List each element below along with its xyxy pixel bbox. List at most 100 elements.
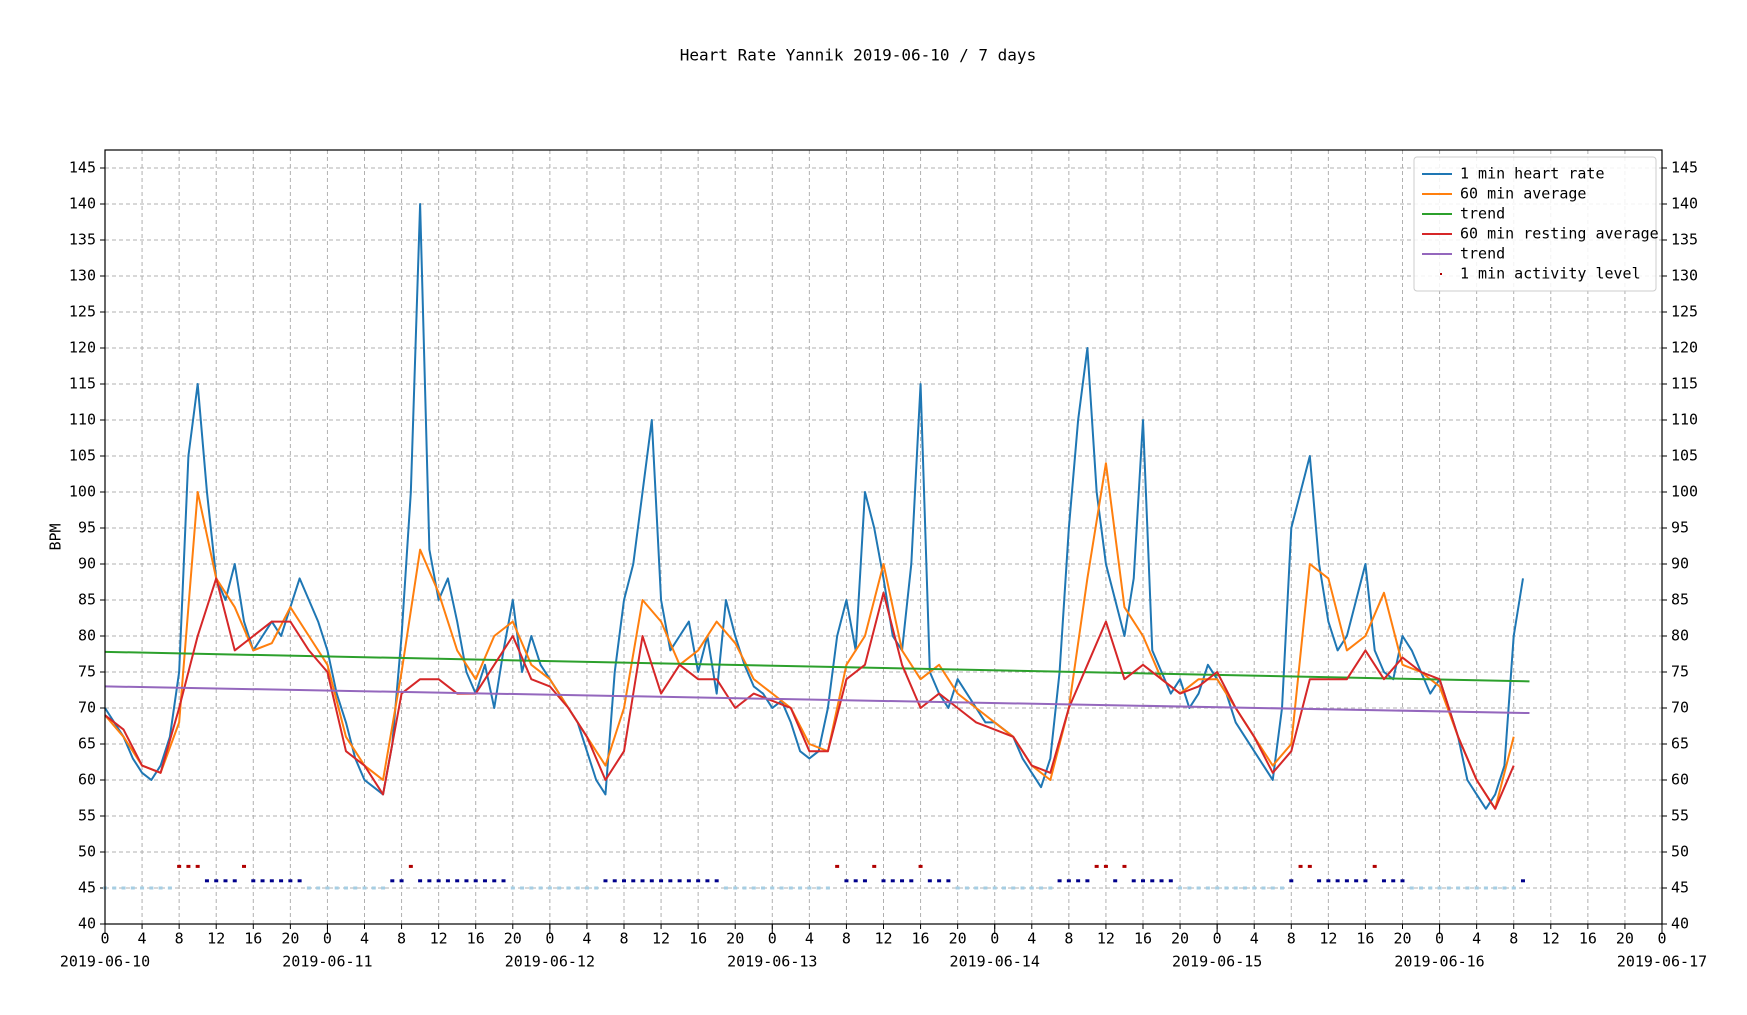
activity-point: [798, 886, 803, 890]
y-tick-label: 70: [78, 699, 96, 717]
activity-point: [418, 879, 423, 883]
x-tick-label: 20: [726, 930, 744, 948]
activity-point: [1289, 879, 1294, 883]
series-line: [104, 577, 1515, 810]
activity-point: [677, 879, 682, 883]
activity-point: [955, 886, 960, 890]
activity-point: [130, 886, 135, 890]
y2-tick-label: 50: [1671, 843, 1689, 861]
activity-point: [594, 886, 599, 890]
y2-tick-label: 80: [1671, 627, 1689, 645]
x-tick-label: 20: [1616, 930, 1634, 948]
y2-tick-label: 145: [1671, 159, 1698, 177]
activity-point: [121, 886, 126, 890]
activity-point: [1280, 886, 1285, 890]
activity-point: [279, 879, 284, 883]
activity-point: [631, 879, 636, 883]
x-tick-label: 0: [1213, 930, 1222, 948]
activity-point: [992, 886, 997, 890]
x-tick-label: 0: [768, 930, 777, 948]
activity-point: [974, 886, 979, 890]
date-tick-label: 2019-06-16: [1394, 953, 1484, 971]
activity-point: [1419, 886, 1424, 890]
y-tick-label: 65: [78, 735, 96, 753]
y-tick-label: 120: [69, 339, 96, 357]
activity-point: [649, 879, 654, 883]
x-tick-label: 12: [652, 930, 670, 948]
activity-point: [1307, 864, 1312, 868]
y2-tick-label: 110: [1671, 411, 1698, 429]
y2-tick-label: 140: [1671, 195, 1698, 213]
x-tick-label: 8: [1509, 930, 1518, 948]
activity-point: [937, 879, 942, 883]
activity-point: [269, 879, 274, 883]
activity-point: [1465, 886, 1470, 890]
activity-point: [1400, 879, 1405, 883]
y2-tick-label: 130: [1671, 267, 1698, 285]
activity-point: [1094, 864, 1099, 868]
x-tick-label: 20: [281, 930, 299, 948]
legend-label: trend: [1460, 245, 1505, 263]
activity-point: [890, 879, 895, 883]
y-tick-label: 145: [69, 159, 96, 177]
activity-point: [1456, 886, 1461, 890]
activity-point: [1057, 879, 1062, 883]
activity-point: [529, 886, 534, 890]
date-tick-label: 2019-06-17: [1617, 953, 1707, 971]
activity-point: [1039, 886, 1044, 890]
activity-point: [1224, 886, 1229, 890]
activity-point: [1520, 879, 1525, 883]
x-tick-label: 4: [1472, 930, 1481, 948]
y-tick-label: 45: [78, 879, 96, 897]
activity-point: [927, 879, 932, 883]
y-axis-label: BPM: [47, 523, 65, 550]
activity-point: [232, 879, 237, 883]
activity-point: [1270, 886, 1275, 890]
activity-point: [603, 879, 608, 883]
y2-tick-label: 105: [1671, 447, 1698, 465]
activity-point: [872, 864, 877, 868]
activity-point: [918, 864, 923, 868]
activity-point: [381, 886, 386, 890]
x-tick-label: 4: [805, 930, 814, 948]
y2-tick-label: 100: [1671, 483, 1698, 501]
activity-point: [547, 886, 552, 890]
series-line: [104, 650, 1530, 683]
activity-point: [1113, 879, 1118, 883]
activity-point: [1048, 886, 1053, 890]
x-tick-label: 20: [504, 930, 522, 948]
date-tick-label: 2019-06-14: [950, 953, 1040, 971]
activity-point: [983, 886, 988, 890]
x-tick-label: 20: [949, 930, 967, 948]
y2-tick-label: 95: [1671, 519, 1689, 537]
y2-tick-label: 125: [1671, 303, 1698, 321]
y-tick-label: 130: [69, 267, 96, 285]
activity-point: [242, 864, 247, 868]
x-tick-label: 4: [138, 930, 147, 948]
activity-point: [1409, 886, 1414, 890]
y2-tick-label: 85: [1671, 591, 1689, 609]
activity-point: [288, 879, 293, 883]
x-tick-label: 12: [1319, 930, 1337, 948]
activity-point: [371, 886, 376, 890]
y-tick-label: 90: [78, 555, 96, 573]
y2-tick-label: 55: [1671, 807, 1689, 825]
activity-point: [640, 879, 645, 883]
activity-point: [853, 879, 858, 883]
y2-tick-label: 60: [1671, 771, 1689, 789]
activity-point: [1242, 886, 1247, 890]
activity-point: [204, 879, 209, 883]
activity-point: [112, 886, 117, 890]
x-tick-label: 0: [990, 930, 999, 948]
activity-point: [881, 879, 886, 883]
series-line: [104, 685, 1530, 715]
activity-point: [659, 879, 664, 883]
activity-point: [566, 886, 571, 890]
activity-point: [177, 864, 182, 868]
y-tick-label: 100: [69, 483, 96, 501]
activity-point: [575, 886, 580, 890]
activity-point: [251, 879, 256, 883]
activity-point: [825, 886, 830, 890]
legend-label: 60 min average: [1460, 185, 1586, 203]
activity-point: [223, 879, 228, 883]
